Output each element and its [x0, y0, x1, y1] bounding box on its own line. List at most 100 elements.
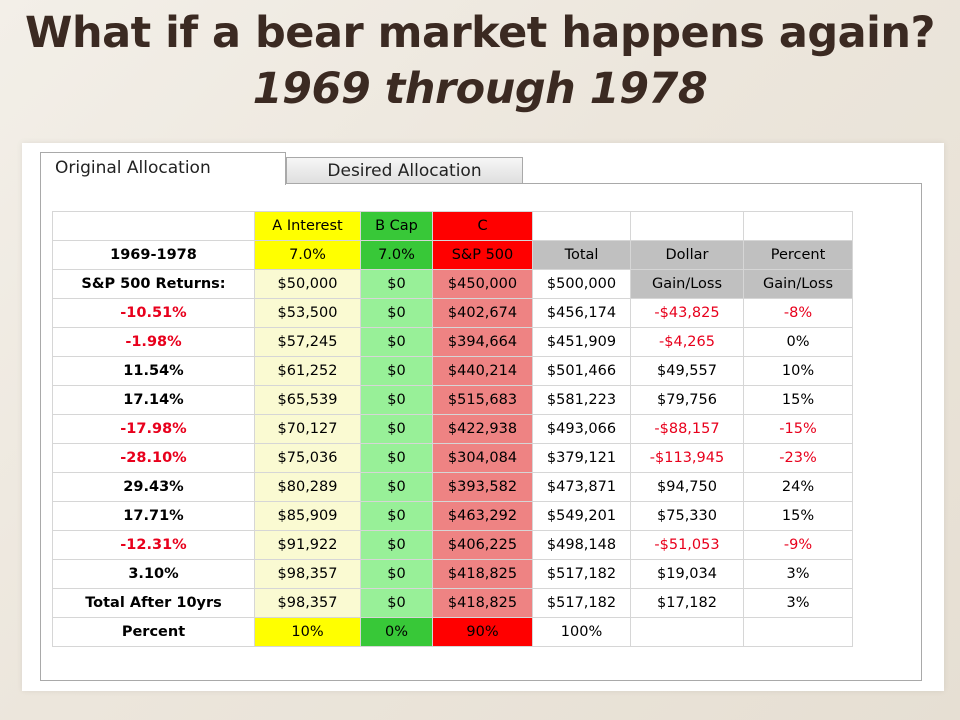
year-interest-cell[interactable]: $80,289 [254, 472, 361, 502]
year-percent-cell[interactable]: -9% [743, 530, 853, 560]
year-percent-cell[interactable]: 24% [743, 472, 853, 502]
year-bcap-cell[interactable]: $0 [360, 414, 433, 444]
percent-sp500-cell[interactable]: 90% [432, 617, 533, 647]
year-label-cell[interactable]: 29.43% [52, 472, 255, 502]
year-bcap-cell[interactable]: $0 [360, 327, 433, 357]
tab-desired-allocation[interactable]: Desired Allocation [286, 157, 523, 184]
category-bcap-cell[interactable]: B Cap [360, 211, 433, 241]
year-percent-cell[interactable]: 3% [743, 559, 853, 589]
year-dollar-cell[interactable]: -$113,945 [630, 443, 744, 473]
year-dollar-cell[interactable]: -$51,053 [630, 530, 744, 560]
year-sp500-cell[interactable]: $402,674 [432, 298, 533, 328]
year-total-cell[interactable]: $473,871 [532, 472, 631, 502]
year-interest-cell[interactable]: $65,539 [254, 385, 361, 415]
year-interest-cell[interactable]: $61,252 [254, 356, 361, 386]
total-sp500-cell[interactable]: $418,825 [432, 588, 533, 618]
year-interest-cell[interactable]: $85,909 [254, 501, 361, 531]
start-dollar-cell[interactable]: Gain/Loss [630, 269, 744, 299]
year-percent-cell[interactable]: -8% [743, 298, 853, 328]
total-percent-cell[interactable]: 3% [743, 588, 853, 618]
year-sp500-cell[interactable]: $440,214 [432, 356, 533, 386]
year-dollar-cell[interactable]: $79,756 [630, 385, 744, 415]
year-bcap-cell[interactable]: $0 [360, 298, 433, 328]
year-bcap-cell[interactable]: $0 [360, 530, 433, 560]
header-dollar-cell[interactable]: Dollar [630, 240, 744, 270]
year-label-cell[interactable]: -28.10% [52, 443, 255, 473]
header-total-cell[interactable]: Total [532, 240, 631, 270]
year-bcap-cell[interactable]: $0 [360, 472, 433, 502]
year-bcap-cell[interactable]: $0 [360, 385, 433, 415]
year-label-cell[interactable]: 11.54% [52, 356, 255, 386]
year-bcap-cell[interactable]: $0 [360, 501, 433, 531]
start-total-cell[interactable]: $500,000 [532, 269, 631, 299]
percent-interest-cell[interactable]: 10% [254, 617, 361, 647]
year-sp500-cell[interactable]: $463,292 [432, 501, 533, 531]
total-total-cell[interactable]: $517,182 [532, 588, 631, 618]
total-bcap-cell[interactable]: $0 [360, 588, 433, 618]
year-dollar-cell[interactable]: $49,557 [630, 356, 744, 386]
year-bcap-cell[interactable]: $0 [360, 443, 433, 473]
year-interest-cell[interactable]: $57,245 [254, 327, 361, 357]
year-sp500-cell[interactable]: $394,664 [432, 327, 533, 357]
category-label-cell[interactable] [52, 211, 255, 241]
header-label-cell[interactable]: 1969-1978 [52, 240, 255, 270]
year-dollar-cell[interactable]: $75,330 [630, 501, 744, 531]
start-interest-cell[interactable]: $50,000 [254, 269, 361, 299]
header-interest-cell[interactable]: 7.0% [254, 240, 361, 270]
year-interest-cell[interactable]: $75,036 [254, 443, 361, 473]
year-sp500-cell[interactable]: $406,225 [432, 530, 533, 560]
total-label-cell[interactable]: Total After 10yrs [52, 588, 255, 618]
year-label-cell[interactable]: -12.31% [52, 530, 255, 560]
year-dollar-cell[interactable]: $19,034 [630, 559, 744, 589]
start-percent-cell[interactable]: Gain/Loss [743, 269, 853, 299]
year-percent-cell[interactable]: -15% [743, 414, 853, 444]
year-dollar-cell[interactable]: -$88,157 [630, 414, 744, 444]
year-total-cell[interactable]: $517,182 [532, 559, 631, 589]
tab-original-allocation[interactable]: Original Allocation [40, 152, 286, 185]
start-sp500-cell[interactable]: $450,000 [432, 269, 533, 299]
header-bcap-cell[interactable]: 7.0% [360, 240, 433, 270]
year-interest-cell[interactable]: $98,357 [254, 559, 361, 589]
percent-label-cell[interactable]: Percent [52, 617, 255, 647]
year-total-cell[interactable]: $379,121 [532, 443, 631, 473]
year-total-cell[interactable]: $493,066 [532, 414, 631, 444]
year-percent-cell[interactable]: -23% [743, 443, 853, 473]
start-bcap-cell[interactable]: $0 [360, 269, 433, 299]
year-label-cell[interactable]: 17.71% [52, 501, 255, 531]
year-dollar-cell[interactable]: -$4,265 [630, 327, 744, 357]
year-label-cell[interactable]: -10.51% [52, 298, 255, 328]
year-dollar-cell[interactable]: $94,750 [630, 472, 744, 502]
percent-bcap-cell[interactable]: 0% [360, 617, 433, 647]
header-sp500-cell[interactable]: S&P 500 [432, 240, 533, 270]
category-percent-cell[interactable] [743, 211, 853, 241]
category-total-cell[interactable] [532, 211, 631, 241]
year-sp500-cell[interactable]: $515,683 [432, 385, 533, 415]
year-total-cell[interactable]: $501,466 [532, 356, 631, 386]
year-percent-cell[interactable]: 15% [743, 501, 853, 531]
year-interest-cell[interactable]: $53,500 [254, 298, 361, 328]
percent-total-cell[interactable]: 100% [532, 617, 631, 647]
year-sp500-cell[interactable]: $418,825 [432, 559, 533, 589]
start-label-cell[interactable]: S&P 500 Returns: [52, 269, 255, 299]
year-interest-cell[interactable]: $91,922 [254, 530, 361, 560]
year-total-cell[interactable]: $498,148 [532, 530, 631, 560]
year-interest-cell[interactable]: $70,127 [254, 414, 361, 444]
year-bcap-cell[interactable]: $0 [360, 559, 433, 589]
year-sp500-cell[interactable]: $304,084 [432, 443, 533, 473]
year-sp500-cell[interactable]: $393,582 [432, 472, 533, 502]
year-label-cell[interactable]: 3.10% [52, 559, 255, 589]
year-total-cell[interactable]: $456,174 [532, 298, 631, 328]
total-interest-cell[interactable]: $98,357 [254, 588, 361, 618]
year-dollar-cell[interactable]: -$43,825 [630, 298, 744, 328]
year-percent-cell[interactable]: 15% [743, 385, 853, 415]
year-total-cell[interactable]: $451,909 [532, 327, 631, 357]
category-sp500-cell[interactable]: C [432, 211, 533, 241]
category-interest-cell[interactable]: A Interest [254, 211, 361, 241]
year-total-cell[interactable]: $581,223 [532, 385, 631, 415]
percent-dollar-cell[interactable] [630, 617, 744, 647]
year-bcap-cell[interactable]: $0 [360, 356, 433, 386]
year-percent-cell[interactable]: 0% [743, 327, 853, 357]
year-label-cell[interactable]: -17.98% [52, 414, 255, 444]
year-label-cell[interactable]: -1.98% [52, 327, 255, 357]
year-percent-cell[interactable]: 10% [743, 356, 853, 386]
